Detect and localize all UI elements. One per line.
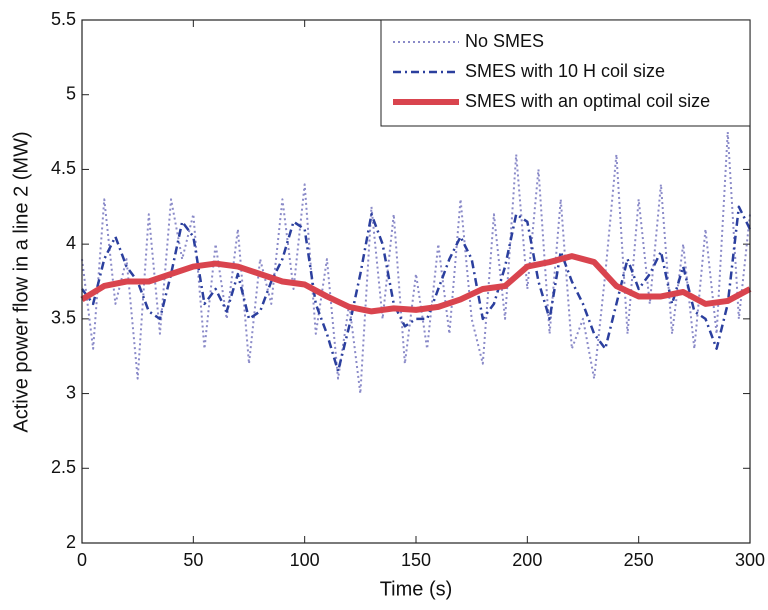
x-tick-label: 50 [183, 550, 203, 570]
y-tick-label: 3.5 [51, 308, 76, 328]
x-tick-label: 250 [624, 550, 654, 570]
y-tick-label: 2.5 [51, 457, 76, 477]
y-tick-label: 3 [66, 382, 76, 402]
x-tick-label: 100 [290, 550, 320, 570]
legend-label: SMES with 10 H coil size [465, 61, 665, 81]
data-line [81, 131, 751, 395]
data-line [80, 253, 752, 315]
y-tick-label: 2 [66, 532, 76, 552]
x-tick-label: 150 [401, 550, 431, 570]
y-tick-label: 5 [66, 83, 76, 103]
y-tick-label: 5.5 [51, 9, 76, 29]
y-tick-label: 4 [66, 233, 76, 253]
x-tick-label: 200 [512, 550, 542, 570]
legend-label: No SMES [465, 31, 544, 51]
x-tick-label: 300 [735, 550, 765, 570]
x-tick-label: 0 [77, 550, 87, 570]
data-line [80, 205, 752, 373]
y-tick-label: 4.5 [51, 158, 76, 178]
y-axis-label: Active power flow in a line 2 (MW) [10, 131, 32, 432]
x-axis-label: Time (s) [380, 578, 453, 600]
legend-label: SMES with an optimal coil size [465, 91, 710, 111]
